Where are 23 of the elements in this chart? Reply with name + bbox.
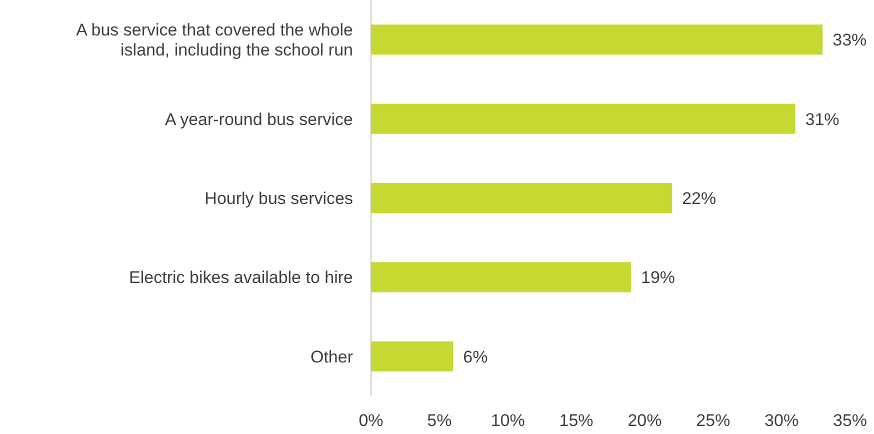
x-tick-label: 25% bbox=[696, 411, 730, 430]
bar bbox=[371, 341, 454, 372]
x-tick-label: 10% bbox=[490, 411, 525, 430]
x-tick-label: 5% bbox=[427, 411, 452, 430]
bar bbox=[371, 182, 672, 214]
bar bbox=[371, 104, 796, 134]
y-tick-label: Other bbox=[310, 347, 354, 366]
data-label: 33% bbox=[832, 30, 867, 50]
data-label: 6% bbox=[463, 347, 488, 366]
x-tick-label: 35% bbox=[832, 411, 868, 430]
data-label: 31% bbox=[805, 110, 840, 129]
y-tick-label: A year-round bus service bbox=[164, 110, 353, 129]
x-tick-label: 0% bbox=[358, 411, 384, 430]
y-tick-label: Electric bikes available to hire bbox=[129, 268, 353, 288]
x-tick-label: 15% bbox=[559, 411, 594, 430]
x-tick-label: 20% bbox=[628, 411, 662, 430]
bar bbox=[371, 24, 823, 55]
data-label: 22% bbox=[682, 189, 716, 208]
data-label: 19% bbox=[641, 268, 676, 288]
bar bbox=[371, 262, 632, 292]
x-tick-label: 30% bbox=[764, 411, 799, 430]
y-tick-label: A bus service that covered the whole island, including the school run bbox=[76, 20, 353, 60]
y-tick-label: Hourly bus services bbox=[204, 189, 353, 208]
